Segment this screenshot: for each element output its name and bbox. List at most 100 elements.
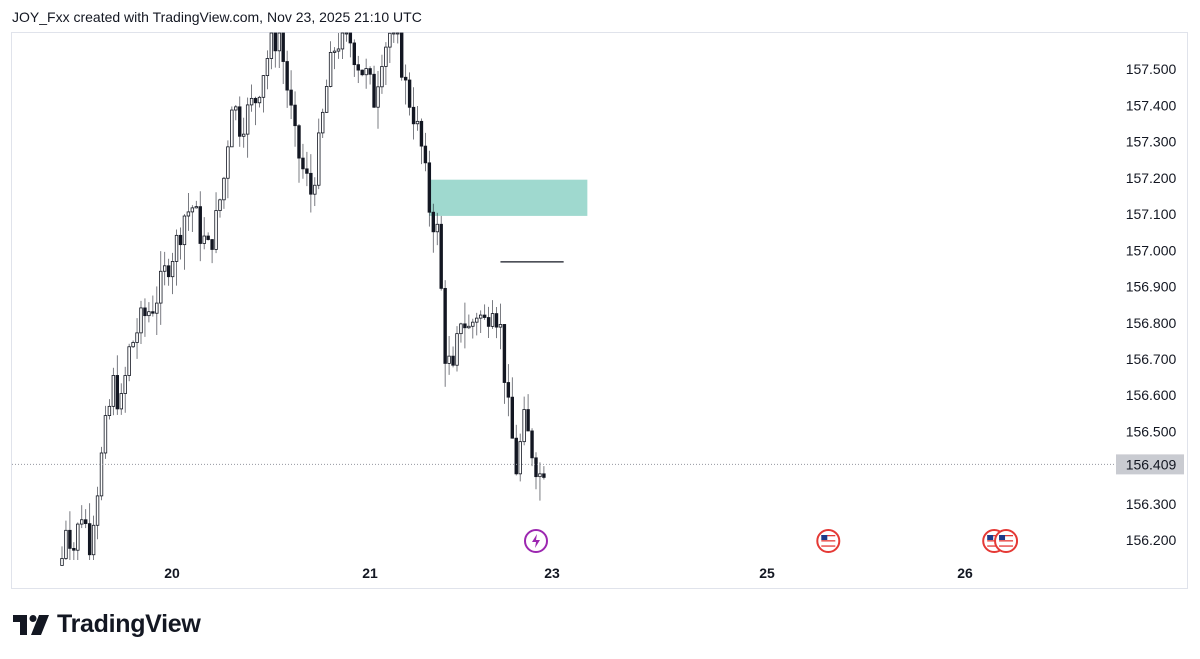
candle-body — [91, 524, 96, 556]
candle-body — [514, 437, 518, 475]
candle-body — [510, 396, 514, 439]
date-tick-label: 26 — [957, 565, 973, 581]
candle-body — [486, 317, 491, 327]
candle-body — [320, 111, 325, 134]
candle-body — [95, 495, 100, 526]
candle-body — [439, 223, 443, 289]
candle-body — [419, 120, 424, 147]
candle-body — [285, 61, 289, 91]
candle-body — [388, 32, 392, 48]
candle-body — [127, 346, 131, 376]
flag-canton — [987, 535, 994, 540]
flag-stripe — [999, 535, 1014, 537]
candle-body — [352, 42, 356, 66]
candle-body — [218, 199, 222, 211]
candle-body — [119, 393, 123, 410]
candle-body — [230, 109, 234, 148]
candle-body — [115, 375, 119, 410]
candle-body — [214, 210, 218, 250]
price-tick-label: 157.500 — [1126, 61, 1177, 77]
price-tick-label: 156.600 — [1126, 387, 1177, 403]
candle-body — [336, 48, 341, 52]
candle-body — [277, 32, 281, 52]
candle-body — [475, 317, 479, 323]
candle-body — [396, 32, 400, 35]
candle-body — [494, 313, 499, 328]
candle-body — [273, 32, 277, 52]
price-tick-label: 156.500 — [1126, 423, 1177, 439]
candle-body — [68, 529, 72, 549]
candle-body — [344, 32, 349, 35]
candle-body — [170, 261, 175, 278]
candle-body — [360, 69, 364, 76]
flag-stripe — [999, 542, 1014, 545]
candle-body — [317, 132, 321, 186]
candle-body — [293, 104, 297, 127]
candle-body — [80, 519, 84, 525]
candle-body — [451, 355, 455, 366]
chart-frame[interactable] — [11, 32, 1188, 589]
candle-body — [297, 125, 301, 159]
flag-stripe — [999, 545, 1014, 547]
candle-body — [380, 66, 384, 88]
flag-stripe — [821, 540, 836, 542]
candle-body — [249, 97, 254, 106]
candle-body — [376, 86, 380, 108]
candle-body — [182, 215, 187, 246]
tradingview-logo[interactable]: TradingView — [13, 610, 201, 639]
candle-body — [99, 452, 104, 497]
flag-stripe — [999, 537, 1014, 539]
candle-body — [265, 58, 270, 77]
candle-body — [143, 307, 147, 317]
candle-body — [427, 162, 432, 213]
candle-body — [447, 355, 451, 364]
price-chart[interactable]: 157.500 157.400 157.300 157.200 157.100 157.0… — [0, 0, 1200, 600]
price-tick-label: 156.700 — [1126, 351, 1177, 367]
candle-body — [498, 324, 503, 328]
flag-canton — [999, 535, 1006, 540]
candle-body — [538, 473, 542, 478]
flag-canton — [821, 535, 828, 540]
candle-body — [467, 325, 471, 329]
candle-body — [234, 106, 238, 111]
candle-body — [423, 145, 428, 164]
price-tick-label: 156.900 — [1126, 279, 1177, 295]
date-tick-label: 20 — [164, 565, 180, 581]
flag-stripe — [821, 535, 836, 537]
candle-body — [478, 314, 483, 319]
candle-body — [139, 307, 143, 334]
candle-body — [84, 519, 88, 525]
candle-body — [534, 457, 538, 478]
candle-body — [162, 265, 167, 272]
candle-body — [411, 106, 416, 125]
candle-body — [368, 68, 372, 75]
events-layer[interactable] — [524, 529, 1019, 553]
price-tick-label: 157.200 — [1126, 170, 1177, 186]
candle-body — [103, 415, 108, 454]
candle-body — [309, 172, 313, 195]
candle-body — [364, 68, 368, 76]
price-axis[interactable]: 157.500 157.400 157.300 157.200 157.100 157.0… — [1116, 61, 1184, 548]
price-tick-label: 156.800 — [1126, 315, 1177, 331]
current-price-badge — [1116, 454, 1184, 475]
candle-body — [384, 46, 388, 67]
candle-body — [253, 97, 258, 104]
current-price-label: 156.409 — [1126, 456, 1177, 472]
date-tick-label: 21 — [362, 565, 378, 581]
tradingview-logo-icon — [13, 614, 49, 635]
candle-body — [289, 89, 293, 106]
candle-body — [60, 558, 64, 566]
supply-zone — [429, 179, 588, 216]
zone-layer — [429, 179, 588, 216]
price-tick-label: 157.000 — [1126, 242, 1177, 258]
candle-body — [415, 120, 420, 125]
candle-body — [482, 314, 487, 318]
candle-body — [226, 146, 230, 179]
candle-body — [399, 32, 404, 78]
flag-stripe — [821, 542, 836, 545]
candle-body — [530, 430, 534, 459]
candle-body — [178, 234, 183, 246]
chart-attribution: JOY_Fxx created with TradingView.com, No… — [12, 9, 422, 25]
price-tick-label: 157.300 — [1126, 134, 1177, 150]
time-axis[interactable]: 20 21 23 25 26 — [164, 565, 973, 581]
